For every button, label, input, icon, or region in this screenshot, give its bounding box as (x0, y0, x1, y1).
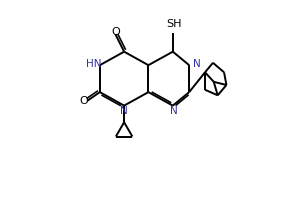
Text: HN: HN (86, 59, 101, 69)
Text: SH: SH (166, 20, 182, 29)
Text: O: O (79, 96, 88, 106)
Text: N: N (170, 107, 178, 116)
Text: N: N (193, 59, 201, 69)
Text: N: N (120, 107, 128, 116)
Text: O: O (112, 27, 121, 37)
